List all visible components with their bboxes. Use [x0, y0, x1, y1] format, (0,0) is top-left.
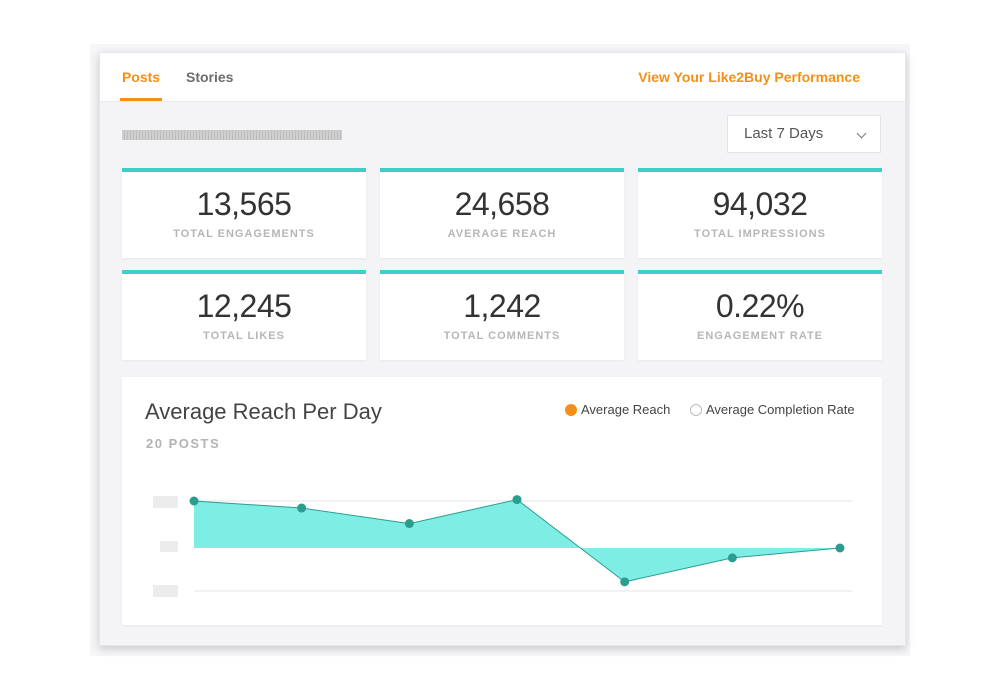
stat-value: 1,242	[463, 288, 541, 324]
stat-card-total-comments: 1,242 TOTAL COMMENTS	[380, 270, 624, 360]
reach-area	[194, 499, 840, 582]
dashboard-window: Posts Stories View Your Like2Buy Perform…	[99, 52, 906, 646]
stat-label: ENGAGEMENT RATE	[696, 330, 824, 342]
legend-average-completion-rate[interactable]: Average Completion Rate	[690, 402, 865, 418]
y-tick-label-placeholder	[160, 541, 178, 552]
chart-subtitle: 20 POSTS	[146, 436, 221, 451]
y-tick-label-placeholder	[153, 496, 178, 508]
like2buy-performance-link[interactable]: View Your Like2Buy Performance	[638, 69, 860, 85]
reach-data-point	[620, 577, 630, 587]
stat-value: 12,245	[196, 288, 292, 324]
legend-label: Average Completion Rate	[706, 402, 855, 417]
top-nav: Posts Stories View Your Like2Buy Perform…	[100, 53, 905, 102]
stat-card-total-impressions: 94,032 TOTAL IMPRESSIONS	[638, 168, 882, 258]
stat-card-engagement-rate: 0.22% ENGAGEMENT RATE	[638, 270, 882, 360]
stat-label: TOTAL ENGAGEMENTS	[173, 228, 315, 240]
tab-posts[interactable]: Posts	[120, 53, 162, 101]
stat-value: 13,565	[196, 186, 292, 222]
blurred-account-name	[122, 130, 342, 140]
chevron-down-icon	[856, 128, 867, 139]
stat-value: 94,032	[712, 186, 808, 222]
stat-label: AVERAGE REACH	[447, 228, 557, 240]
radio-unselected-icon	[690, 404, 702, 416]
y-tick-label-placeholder	[153, 585, 178, 597]
tab-stories[interactable]: Stories	[186, 69, 234, 85]
radio-selected-icon	[565, 404, 577, 416]
stat-card-total-likes: 12,245 TOTAL LIKES	[122, 270, 366, 360]
stat-card-total-engagements: 13,565 TOTAL ENGAGEMENTS	[122, 168, 366, 258]
date-range-select[interactable]: Last 7 Days	[727, 115, 881, 153]
average-reach-chart-card: Average Reach Per Day 20 POSTS Average R…	[122, 377, 882, 625]
reach-chart-svg	[153, 495, 852, 597]
reach-data-point	[404, 519, 414, 529]
stat-card-average-reach: 24,658 AVERAGE REACH	[380, 168, 624, 258]
stat-label: TOTAL COMMENTS	[443, 330, 561, 342]
reach-data-point	[512, 495, 522, 505]
stat-label: TOTAL IMPRESSIONS	[694, 228, 826, 240]
date-range-label: Last 7 Days	[744, 125, 824, 142]
stat-label: TOTAL LIKES	[203, 330, 285, 342]
reach-data-point	[835, 543, 845, 553]
stat-value: 24,658	[454, 186, 550, 222]
reach-data-point	[297, 503, 307, 513]
reach-data-point	[727, 553, 737, 563]
stat-value: 0.22%	[715, 288, 805, 324]
chart-title: Average Reach Per Day	[145, 399, 382, 424]
legend-label: Average Reach	[581, 402, 671, 417]
reach-data-point	[189, 496, 199, 506]
legend-average-reach[interactable]: Average Reach	[565, 402, 685, 418]
